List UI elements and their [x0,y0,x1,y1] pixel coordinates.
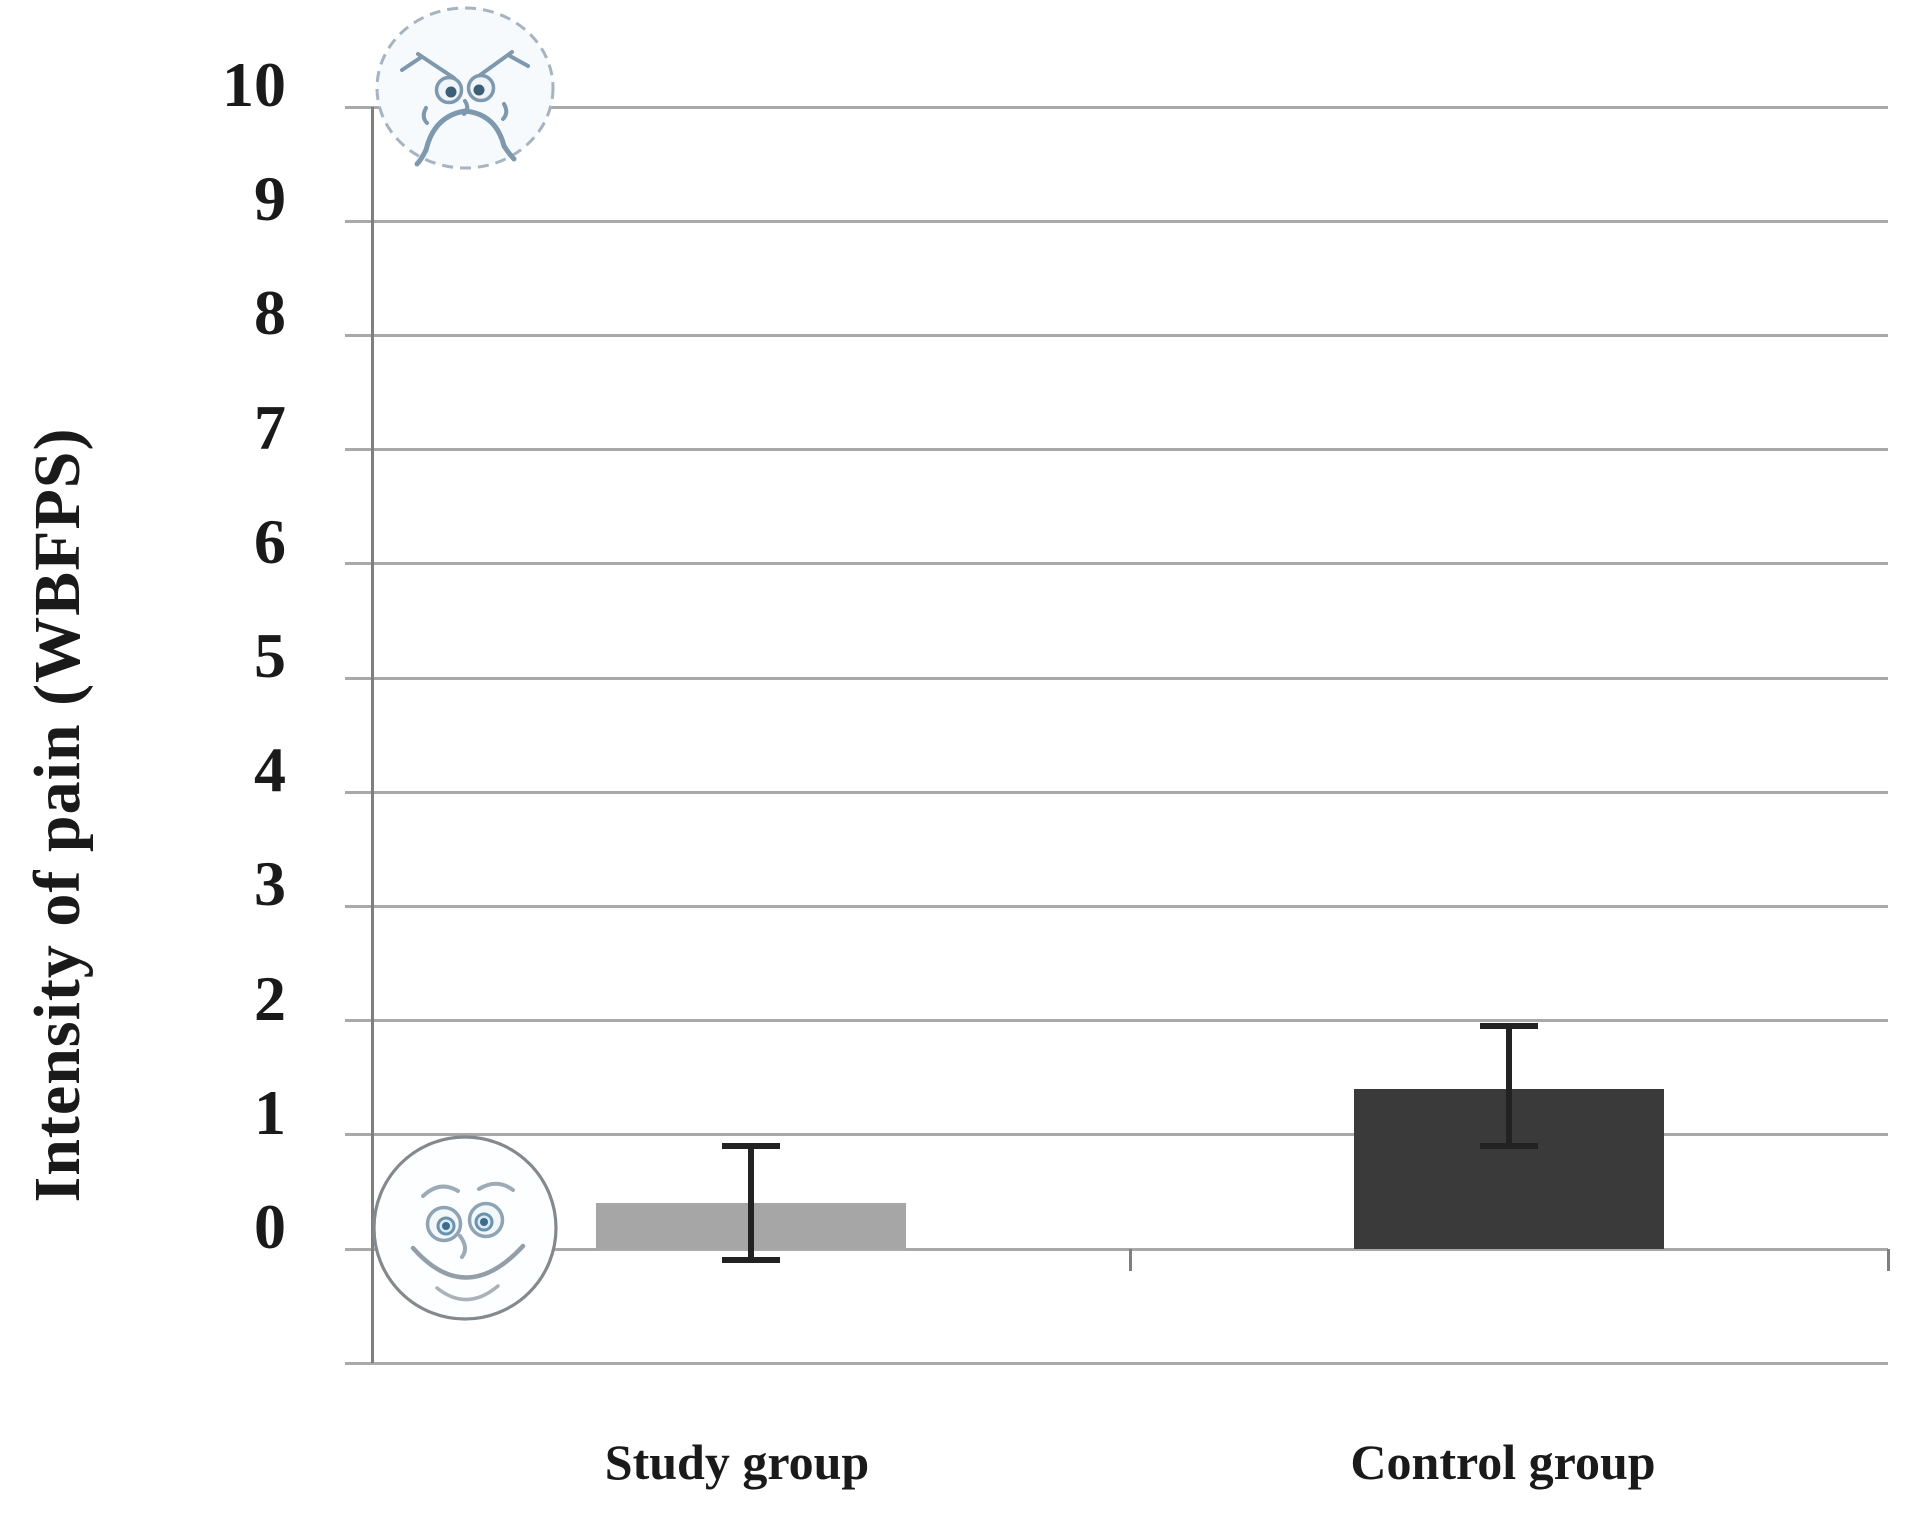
y-tick-label-2: 2 [254,962,286,1034]
error-bar-line-control-group [1506,1026,1512,1147]
y-tick-label-8: 8 [254,277,286,349]
gridline-y-2 [345,1019,1888,1023]
x-category-label-study-group: Study group [604,1434,870,1490]
pain-face-icon [375,6,555,170]
gridline-y-10 [345,105,1888,109]
error-bar-cap-bottom-control-group [1480,1143,1538,1150]
y-axis-line [370,107,374,1364]
y-tick-label-4: 4 [254,734,286,806]
error-bar-cap-top-control-group [1480,1023,1538,1030]
gridline-y--1 [345,1361,1888,1365]
gridline-y-3 [345,904,1888,908]
y-tick-label-0: 0 [254,1191,286,1262]
y-tick-label-9: 9 [254,163,286,235]
category-axis-tick-2 [1886,1249,1890,1271]
y-tick-label-6: 6 [254,505,286,577]
gridline-y-7 [345,448,1888,452]
y-tick-label-7: 7 [254,391,286,463]
gridline-y-6 [345,562,1888,566]
gridline-y-9 [345,219,1888,223]
x-category-label-control-group: Control group [1350,1434,1656,1490]
y-tick-label-3: 3 [254,848,286,920]
category-axis-tick-1 [1128,1249,1132,1271]
y-tick-label-5: 5 [254,620,286,691]
y-tick-label-10: 10 [222,49,286,120]
error-bar-line-study-group [748,1146,754,1261]
gridline-y-4 [345,790,1888,794]
gridline-y-8 [345,333,1888,337]
error-bar-cap-bottom-study-group [722,1257,780,1264]
y-tick-label-1: 1 [254,1076,286,1148]
category-axis-tick-0 [370,1249,374,1271]
error-bar-cap-top-study-group [722,1143,780,1150]
gridline-y-5 [345,676,1888,680]
gridline-y-0 [345,1247,1888,1251]
smiley-face-icon [372,1135,558,1321]
y-axis-title: Intensity of pain (WBFPS) [21,427,94,1203]
gridline-y-1 [345,1133,1888,1137]
